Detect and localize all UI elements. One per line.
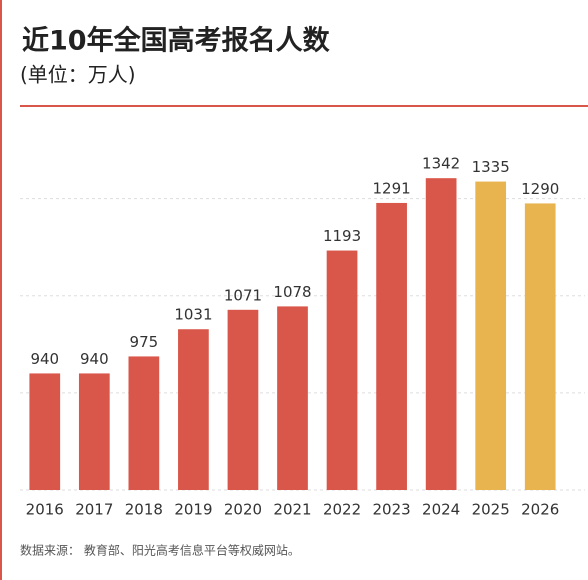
x-tick-label: 2017 bbox=[75, 501, 113, 519]
bar bbox=[475, 181, 507, 491]
x-tick-label: 2021 bbox=[273, 501, 311, 519]
x-tick-label: 2024 bbox=[422, 501, 460, 519]
value-label: 1078 bbox=[273, 283, 311, 301]
x-tick-label: 2023 bbox=[372, 501, 410, 519]
value-label: 1071 bbox=[224, 286, 262, 304]
bar bbox=[425, 178, 457, 490]
bar bbox=[178, 329, 209, 490]
x-tick-label: 2019 bbox=[174, 501, 212, 519]
chart-title: 近10年全国高考报名人数 bbox=[22, 25, 331, 57]
source-note: 数据来源： 教育部、阳光高考信息平台等权威网站。 bbox=[20, 543, 300, 558]
bar bbox=[326, 250, 358, 490]
x-tick-label: 2025 bbox=[472, 501, 510, 519]
bar bbox=[277, 306, 308, 490]
value-label: 1193 bbox=[323, 227, 361, 245]
x-tick-label: 2022 bbox=[323, 501, 361, 519]
bar bbox=[78, 373, 110, 490]
x-tick-label: 2020 bbox=[224, 501, 262, 519]
bar bbox=[376, 202, 407, 490]
chart-subtitle: (单位：万人) bbox=[20, 63, 136, 87]
bar bbox=[227, 309, 259, 490]
x-tick-label: 2026 bbox=[521, 501, 559, 519]
x-tick-label: 2018 bbox=[125, 501, 163, 519]
value-label: 1342 bbox=[422, 155, 460, 173]
bar bbox=[128, 356, 160, 490]
bar bbox=[524, 203, 556, 490]
value-label: 940 bbox=[80, 350, 109, 368]
value-label: 940 bbox=[30, 350, 59, 368]
value-label: 1031 bbox=[174, 306, 212, 324]
value-label: 975 bbox=[130, 333, 159, 351]
value-label: 1290 bbox=[521, 180, 559, 198]
x-tick-label: 2016 bbox=[26, 501, 64, 519]
value-label: 1335 bbox=[472, 158, 510, 176]
value-label: 1291 bbox=[372, 179, 410, 197]
bar bbox=[29, 373, 61, 490]
